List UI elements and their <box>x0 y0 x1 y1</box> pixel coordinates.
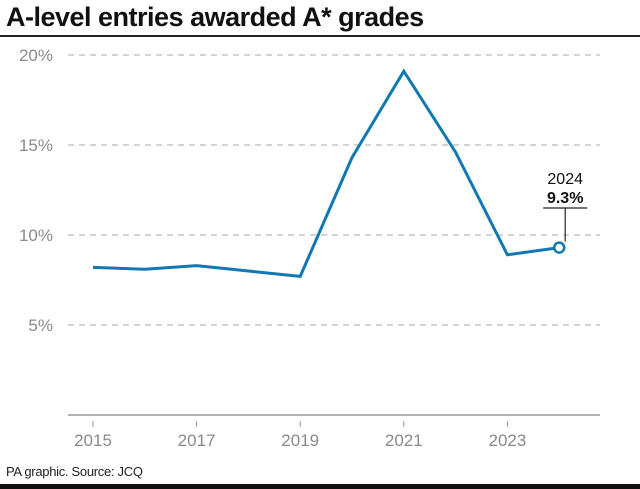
y-tick-label: 20% <box>19 46 53 65</box>
y-tick-label: 15% <box>19 136 53 155</box>
source-note: PA graphic. Source: JCQ <box>6 464 143 479</box>
annotation-year: 2024 <box>547 171 583 188</box>
footer-divider <box>0 484 640 489</box>
endpoint-marker <box>552 241 566 254</box>
x-tick-label: 2019 <box>281 431 319 450</box>
x-tick-label: 2021 <box>385 431 423 450</box>
y-tick-label: 5% <box>28 316 53 335</box>
y-tick-label: 10% <box>19 226 53 245</box>
gridlines <box>68 54 600 326</box>
y-axis-labels: 5% 10% 15% 20% <box>19 46 53 335</box>
title-divider <box>0 35 640 37</box>
data-line <box>92 68 560 279</box>
annotation-value: 9.3% <box>547 190 583 207</box>
x-tick-label: 2023 <box>488 431 526 450</box>
x-axis-labels: 2015 2017 2019 2021 2023 <box>74 421 526 450</box>
chart-title: A-level entries awarded A* grades <box>6 2 424 32</box>
x-tick-label: 2015 <box>74 431 112 450</box>
annotation-2024: 2024 9.3% <box>543 171 588 254</box>
x-tick-label: 2017 <box>178 431 216 450</box>
